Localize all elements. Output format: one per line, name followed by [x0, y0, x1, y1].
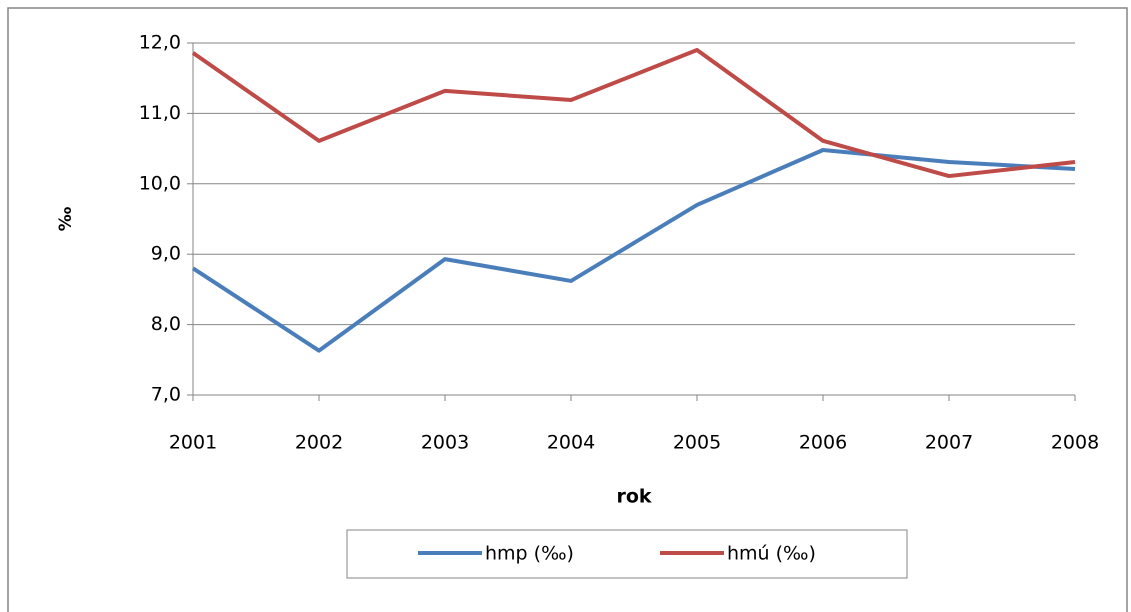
series-line [191, 48, 1076, 179]
y-tick-label: 9,0 [151, 243, 181, 265]
x-tick-label: 2004 [547, 432, 595, 454]
x-axis-title: rok [616, 486, 651, 508]
series-line [191, 148, 1076, 353]
x-tick-label: 2006 [799, 432, 847, 454]
y-tick-label: 8,0 [151, 313, 181, 335]
x-tick-label: 2002 [295, 432, 343, 454]
legend-label: hmú (‰) [727, 543, 816, 565]
chart-frame [7, 7, 1128, 612]
y-tick-label: 10,0 [139, 172, 181, 194]
legend-label: hmp (‰) [485, 543, 574, 565]
x-tick-label: 2007 [925, 432, 973, 454]
y-tick-label: 7,0 [151, 384, 181, 406]
x-tick-label: 2001 [169, 432, 217, 454]
y-axis-title: ‰ [56, 206, 76, 231]
x-tick-label: 2003 [421, 432, 469, 454]
y-tick-label: 12,0 [139, 32, 181, 54]
x-tick-label: 2005 [673, 432, 721, 454]
y-tick-label: 11,0 [139, 102, 181, 124]
x-tick-label: 2008 [1051, 432, 1099, 454]
